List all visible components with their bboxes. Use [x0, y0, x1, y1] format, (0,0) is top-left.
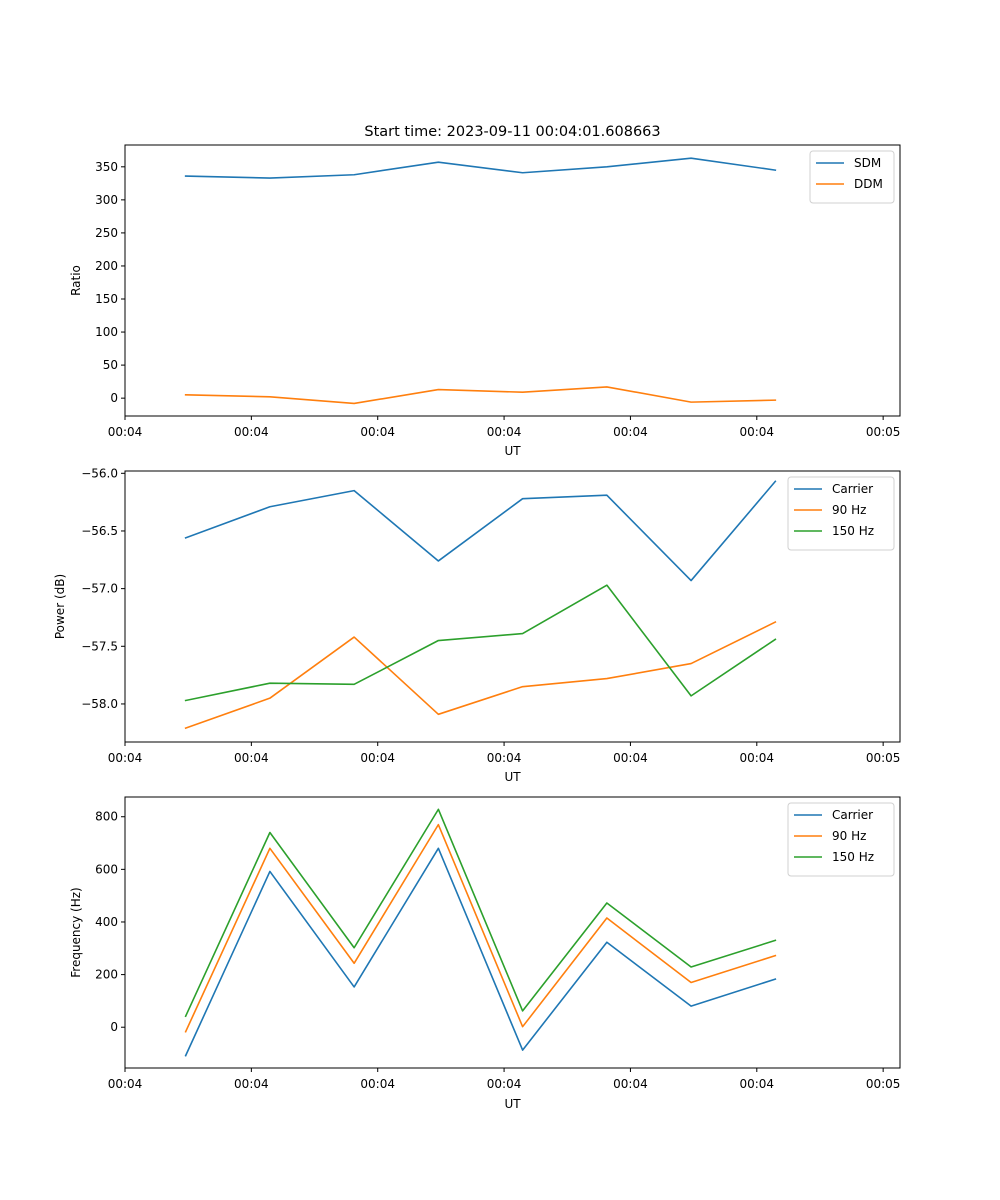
legend: Carrier 90 Hz 150 Hz: [787, 476, 895, 551]
x-tick-label: 00:04: [234, 425, 269, 439]
legend-label: Carrier: [832, 808, 873, 822]
x-tick-label: 00:04: [487, 425, 522, 439]
x-tick-label: 00:04: [108, 425, 143, 439]
x-tick-label: 00:04: [360, 425, 395, 439]
x-tick-label: 00:04: [613, 1077, 648, 1091]
y-tick-label: −56.5: [81, 524, 118, 538]
series-line-sdm: [184, 157, 777, 179]
legend-label: DDM: [854, 177, 883, 191]
series-line-carrier: [184, 847, 777, 1057]
axes-frame: [124, 796, 901, 1069]
x-tick-label: 00:04: [360, 1077, 395, 1091]
y-tick-label: 150: [95, 292, 118, 306]
y-axis-label: Frequency (Hz): [69, 887, 83, 978]
y-tick-label: −57.5: [81, 639, 118, 653]
frequency-panel: UT Frequency (Hz) 00:04 00:04 00:04 00:04 00…: [69, 796, 901, 1111]
axes-frame: [124, 470, 901, 743]
y-tick-label: 800: [95, 810, 118, 824]
ratio-panel: Start time: 2023-09-11 00:04:01.608663 U…: [69, 124, 901, 458]
x-tick-label: 00:04: [487, 1077, 522, 1091]
y-tick-label: −58.0: [81, 697, 118, 711]
series-line-carrier: [184, 480, 777, 582]
series-line-90-hz: [184, 620, 777, 730]
x-tick-label: 00:04: [108, 1077, 143, 1091]
chart-title: Start time: 2023-09-11 00:04:01.608663: [364, 124, 660, 140]
series-line-90-hz: [184, 823, 777, 1033]
y-tick-label: 50: [103, 358, 118, 372]
y-tick-label: 350: [95, 160, 118, 174]
x-axis-label: UT: [504, 444, 521, 458]
y-tick-label: 100: [95, 325, 118, 339]
y-tick-label: −56.0: [81, 466, 118, 480]
x-tick-label: 00:05: [866, 751, 901, 765]
x-tick-label: 00:05: [866, 1077, 901, 1091]
x-axis-label: UT: [504, 770, 521, 784]
x-tick-label: 00:04: [739, 425, 774, 439]
y-tick-label: 0: [110, 1020, 118, 1034]
series-line-ddm: [184, 386, 777, 405]
series-line-150-hz: [184, 584, 777, 702]
y-tick-label: 400: [95, 915, 118, 929]
legend-label: SDM: [854, 156, 881, 170]
legend-label: 150 Hz: [832, 524, 874, 538]
x-tick-label: 00:04: [613, 751, 648, 765]
y-tick-label: −57.0: [81, 582, 118, 596]
axes-frame: [124, 144, 901, 417]
x-axis-label: UT: [504, 1097, 521, 1111]
y-axis-label: Ratio: [69, 265, 83, 296]
y-axis-label: Power (dB): [53, 574, 67, 639]
x-tick-label: 00:04: [613, 425, 648, 439]
y-tick-label: 200: [95, 968, 118, 982]
x-tick-label: 00:04: [487, 751, 522, 765]
series-line-150-hz: [184, 808, 777, 1018]
x-tick-label: 00:04: [739, 751, 774, 765]
legend: SDM DDM: [809, 150, 895, 204]
legend-box: [809, 150, 895, 204]
x-tick-label: 00:04: [739, 1077, 774, 1091]
y-tick-label: 600: [95, 862, 118, 876]
legend: Carrier 90 Hz 150 Hz: [787, 802, 895, 877]
x-tick-label: 00:05: [866, 425, 901, 439]
legend-label: 90 Hz: [832, 503, 866, 517]
x-tick-label: 00:04: [234, 1077, 269, 1091]
y-tick-label: 250: [95, 226, 118, 240]
y-tick-label: 200: [95, 259, 118, 273]
y-tick-label: 0: [110, 391, 118, 405]
x-tick-label: 00:04: [108, 751, 143, 765]
legend-label: 150 Hz: [832, 850, 874, 864]
legend-label: 90 Hz: [832, 829, 866, 843]
power-panel: UT Power (dB) 00:04 00:04 00:04 00:04 00:04 0…: [53, 466, 901, 784]
x-tick-label: 00:04: [234, 751, 269, 765]
legend-label: Carrier: [832, 482, 873, 496]
x-tick-label: 00:04: [360, 751, 395, 765]
y-tick-label: 300: [95, 193, 118, 207]
